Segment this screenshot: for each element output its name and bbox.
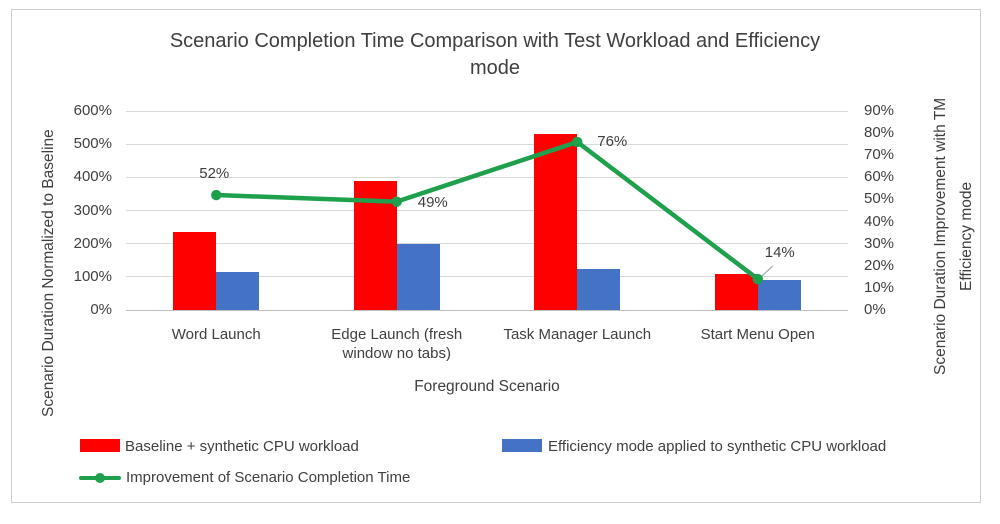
right-axis-title: Scenario Duration Improvement with TM Ef…	[928, 55, 980, 417]
legend-marker-improvement	[95, 473, 105, 483]
bar-baseline-workload	[353, 180, 397, 310]
y2-axis-tick-label: 50%	[864, 190, 895, 208]
data-point-label: 14%	[764, 244, 795, 262]
gridline	[126, 243, 848, 245]
bar-efficiency-mode	[757, 280, 801, 310]
category-label: Edge Launch (fresh window no tabs)	[331, 326, 463, 362]
category-label: Task Manager Launch	[503, 326, 652, 343]
y-axis-tick-label: 300%	[73, 201, 112, 219]
chart-title: Scenario Completion Time Comparison with…	[60, 28, 930, 82]
y2-axis-tick-label: 80%	[864, 124, 895, 142]
bar-efficiency-mode	[577, 268, 621, 310]
y2-axis-tick-label: 60%	[864, 168, 895, 186]
bar-baseline-workload	[714, 273, 758, 310]
y2-axis-tick-label: 90%	[864, 102, 895, 119]
bar-baseline-workload	[534, 134, 578, 310]
bar-baseline-workload	[173, 232, 217, 310]
legend-label-efficiency-mode: Efficiency mode applied to synthetic CPU…	[548, 438, 887, 455]
legend-swatch-baseline-workload	[80, 439, 120, 452]
category-label: Start Menu Open	[700, 326, 815, 343]
y-axis-tick-label: 0%	[90, 301, 112, 318]
y-axis-tick-label: 200%	[73, 234, 112, 252]
legend-label-improvement: Improvement of Scenario Completion Time	[126, 469, 411, 486]
right-axis-title-line-2: Efficiency mode	[958, 181, 975, 291]
y-axis-tick-label: 500%	[73, 135, 112, 153]
chart-frame	[11, 9, 981, 503]
legend-label-baseline-workload: Baseline + synthetic CPU workload	[125, 438, 359, 455]
x-axis-line	[126, 309, 848, 311]
right-axis-title-line-1: Scenario Duration Improvement with TM	[932, 97, 949, 375]
chart-title-line-1: Scenario Completion Time Comparison with…	[169, 30, 821, 52]
bar-efficiency-mode	[216, 271, 260, 310]
y2-axis-tick-label: 70%	[864, 146, 895, 164]
y2-axis-tick-label: 30%	[864, 234, 895, 252]
y-axis-tick-label: 100%	[73, 267, 112, 285]
data-point-label: 76%	[597, 132, 628, 150]
data-point-label: 49%	[417, 193, 448, 211]
y2-axis-tick-label: 0%	[864, 301, 886, 318]
y2-axis-tick-label: 10%	[864, 278, 895, 296]
y2-axis-tick-label: 40%	[864, 212, 895, 230]
bar-efficiency-mode	[396, 243, 440, 310]
legend-swatch-efficiency-mode	[502, 439, 542, 452]
chart-title-line-2: mode	[469, 57, 521, 79]
y-axis-tick-label: 600%	[73, 102, 112, 119]
y2-axis-tick-label: 20%	[864, 256, 895, 274]
gridline	[126, 143, 848, 145]
data-point-label: 52%	[199, 165, 230, 183]
y-axis-tick-label: 400%	[73, 168, 112, 186]
x-axis-title: Foreground Scenario	[414, 378, 560, 395]
gridline	[126, 210, 848, 211]
gridline	[126, 110, 848, 112]
category-label: Word Launch	[171, 326, 261, 343]
